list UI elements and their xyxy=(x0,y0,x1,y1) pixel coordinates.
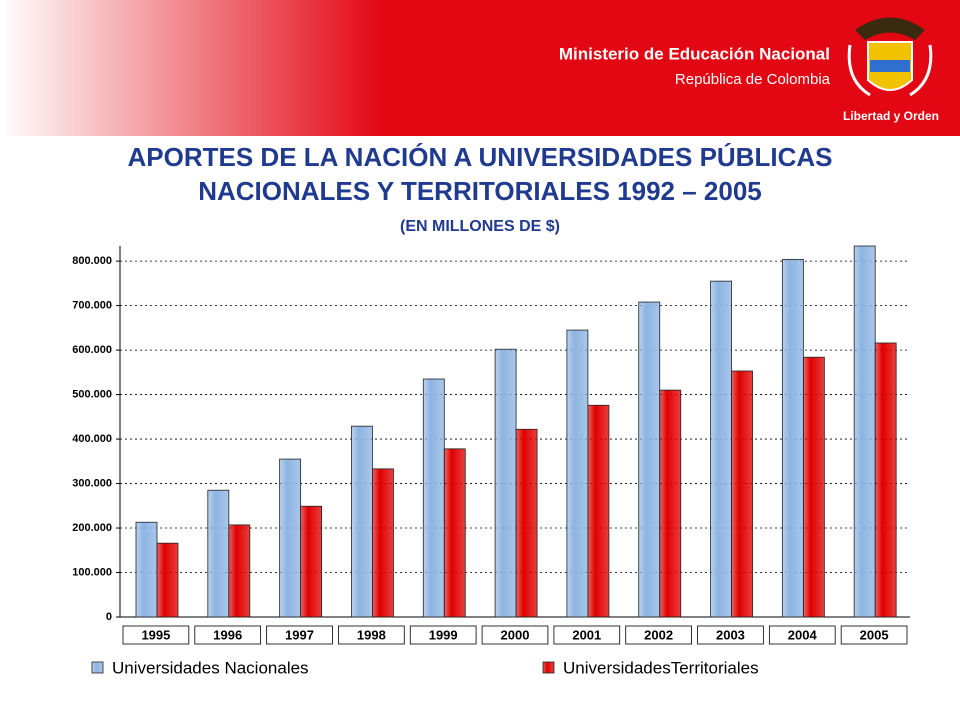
bar xyxy=(279,458,302,618)
bar xyxy=(710,280,732,618)
bar xyxy=(372,468,394,618)
category-cell xyxy=(625,625,692,645)
y-tick-label: 0 xyxy=(106,611,112,623)
y-tick-label: 300.000 xyxy=(72,477,112,489)
category-cell xyxy=(768,625,836,645)
category-cell xyxy=(338,625,405,645)
y-tick-label: 100.000 xyxy=(72,566,112,578)
bar xyxy=(659,389,682,618)
x-tick-label: 2001 xyxy=(572,627,601,642)
bar xyxy=(515,428,538,618)
category-cell xyxy=(122,625,190,645)
bar xyxy=(638,301,661,618)
bar xyxy=(781,258,804,618)
x-tick-label: 2005 xyxy=(860,627,889,642)
coat-of-arms xyxy=(847,17,933,97)
x-tick-label: 1995 xyxy=(141,627,170,642)
bar xyxy=(300,505,323,618)
bar xyxy=(422,378,445,618)
bar xyxy=(566,329,589,618)
bar xyxy=(731,370,753,618)
x-tick-label: 1999 xyxy=(429,627,458,642)
bar xyxy=(135,521,158,618)
bar xyxy=(443,448,466,618)
category-cell xyxy=(266,625,333,645)
category-cell xyxy=(697,625,764,645)
category-cell xyxy=(553,625,621,645)
category-cell xyxy=(840,625,908,645)
bar xyxy=(853,245,876,618)
chart-title: APORTES DE LA NACIÓN A UNIVERSIDADES PÚB… xyxy=(127,142,833,206)
x-tick-label: 1996 xyxy=(213,627,242,642)
x-tick-label: 2003 xyxy=(716,627,745,642)
bar xyxy=(587,404,610,618)
legend-swatch xyxy=(542,661,555,674)
legend-label: UniversidadesTerritoriales xyxy=(563,658,759,677)
y-tick-label: 800.000 xyxy=(72,255,112,267)
category-cell xyxy=(409,625,477,645)
bar xyxy=(802,356,825,618)
y-tick-label: 200.000 xyxy=(72,522,112,534)
x-tick-label: 2002 xyxy=(644,627,673,642)
bar xyxy=(228,524,251,618)
category-cell xyxy=(481,625,549,645)
legend-swatch xyxy=(91,661,104,674)
bar xyxy=(207,489,230,618)
motto: Libertad y Orden xyxy=(843,109,939,123)
y-tick-label: 500.000 xyxy=(72,388,112,400)
country-name: República de Colombia xyxy=(675,71,831,88)
bar xyxy=(351,425,373,618)
x-tick-label: 2004 xyxy=(788,627,818,642)
ministry-name: Ministerio de Educación Nacional xyxy=(559,44,830,63)
x-tick-label: 2000 xyxy=(501,627,530,642)
chart-subtitle: (EN MILLONES DE $) xyxy=(399,218,560,235)
x-tick-label: 1997 xyxy=(285,627,314,642)
y-tick-label: 600.000 xyxy=(72,344,112,356)
legend-label: Universidades Nacionales xyxy=(112,658,309,677)
category-cell xyxy=(194,625,262,645)
bar xyxy=(494,348,517,618)
x-tick-label: 1998 xyxy=(357,627,386,642)
header-banner xyxy=(0,0,960,136)
bar xyxy=(874,342,897,618)
y-tick-label: 400.000 xyxy=(72,433,112,445)
bar xyxy=(156,542,179,618)
y-tick-label: 700.000 xyxy=(72,300,112,312)
